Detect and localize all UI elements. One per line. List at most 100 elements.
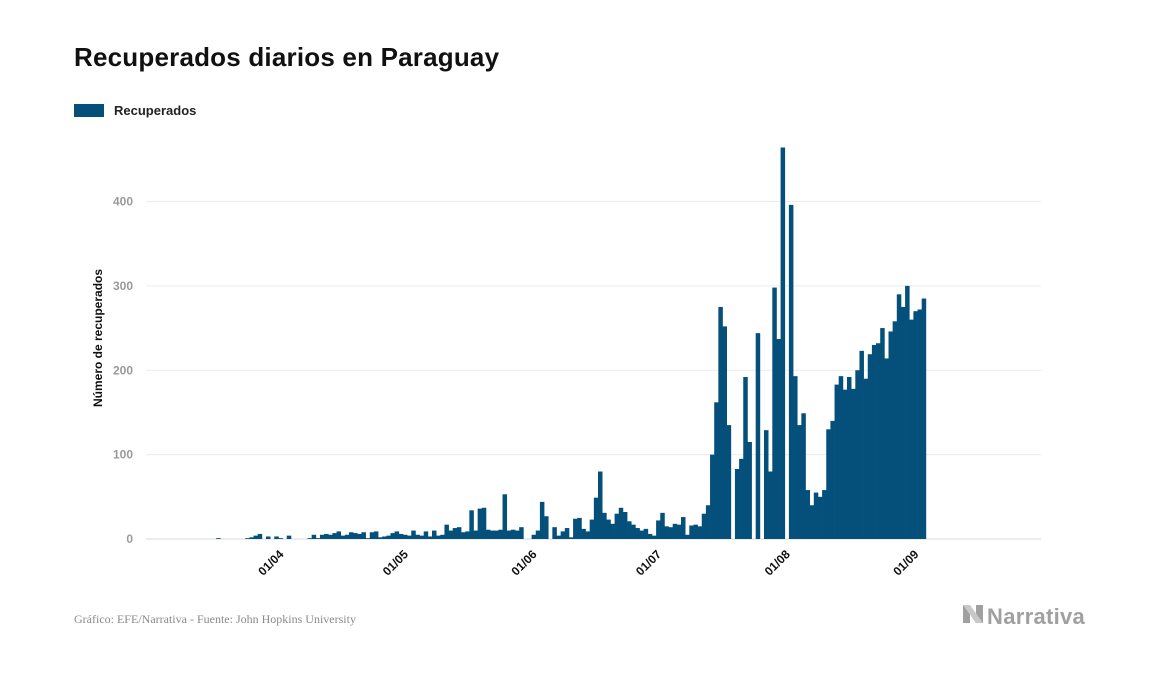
bar bbox=[353, 533, 358, 539]
bar bbox=[315, 538, 321, 539]
bar bbox=[672, 523, 678, 539]
bar bbox=[834, 384, 840, 539]
bar bbox=[485, 529, 491, 539]
bar bbox=[274, 536, 279, 539]
y-tick-label: 200 bbox=[113, 363, 133, 377]
bar bbox=[581, 528, 586, 539]
bar bbox=[689, 525, 694, 539]
bar bbox=[647, 533, 653, 539]
bar bbox=[373, 531, 379, 539]
bar bbox=[606, 519, 611, 539]
bar bbox=[809, 505, 815, 539]
bar bbox=[859, 350, 864, 539]
bar bbox=[900, 306, 906, 539]
bar bbox=[826, 429, 831, 539]
y-tick-label: 400 bbox=[113, 195, 133, 209]
bar bbox=[324, 533, 329, 539]
bar bbox=[253, 535, 259, 539]
bar bbox=[871, 344, 877, 539]
bar bbox=[867, 354, 873, 539]
bar bbox=[797, 425, 802, 539]
bar bbox=[618, 507, 624, 539]
bar bbox=[896, 294, 902, 539]
bar bbox=[423, 531, 429, 539]
bar bbox=[448, 530, 454, 539]
bar bbox=[851, 388, 856, 539]
bar bbox=[378, 537, 383, 539]
bar bbox=[772, 287, 777, 539]
bar bbox=[610, 523, 615, 539]
bar bbox=[701, 513, 707, 539]
bar bbox=[556, 535, 561, 539]
bar bbox=[631, 524, 636, 539]
bar bbox=[328, 534, 333, 539]
bar bbox=[502, 494, 508, 539]
bar bbox=[216, 538, 221, 539]
bar bbox=[481, 507, 487, 539]
bar bbox=[718, 306, 723, 539]
bar bbox=[469, 510, 474, 539]
x-tick-label: 01/08 bbox=[762, 547, 793, 578]
narrativa-logo-icon bbox=[962, 604, 984, 630]
brand-name: Narrativa bbox=[987, 604, 1086, 629]
chart-title: Recuperados diarios en Paraguay bbox=[74, 42, 500, 72]
bar bbox=[627, 521, 632, 539]
bar bbox=[369, 532, 375, 539]
bar bbox=[905, 285, 910, 539]
bar bbox=[710, 454, 715, 539]
bar bbox=[909, 319, 914, 539]
source-note: Gráfico: EFE/Narrativa - Fuente: John Ho… bbox=[74, 612, 356, 626]
bar bbox=[307, 538, 312, 539]
bar bbox=[664, 526, 669, 539]
bar bbox=[880, 328, 885, 539]
bar bbox=[602, 512, 607, 539]
bar bbox=[643, 528, 649, 539]
bar bbox=[801, 413, 806, 539]
bar bbox=[544, 516, 549, 539]
bar bbox=[676, 524, 682, 539]
bar bbox=[668, 527, 674, 539]
y-tick-label: 0 bbox=[126, 532, 133, 546]
bar bbox=[361, 532, 366, 539]
bar bbox=[747, 441, 752, 539]
bar bbox=[336, 531, 342, 539]
bar bbox=[768, 471, 773, 539]
bar bbox=[531, 534, 537, 539]
bar bbox=[635, 528, 640, 539]
bar bbox=[494, 530, 499, 539]
legend-swatch bbox=[74, 104, 104, 117]
bar bbox=[693, 524, 698, 539]
bar bbox=[440, 534, 445, 539]
bar bbox=[444, 524, 449, 539]
bar bbox=[568, 537, 574, 539]
bar bbox=[398, 533, 404, 539]
bar bbox=[838, 376, 844, 539]
bar bbox=[390, 533, 395, 539]
bar bbox=[357, 533, 362, 539]
bar bbox=[656, 520, 661, 539]
bar bbox=[535, 530, 541, 539]
bar bbox=[465, 531, 470, 539]
bar bbox=[311, 534, 317, 539]
bar bbox=[755, 333, 761, 539]
bar bbox=[697, 526, 703, 539]
bar bbox=[714, 402, 719, 539]
bar bbox=[780, 147, 786, 539]
bar bbox=[564, 528, 570, 539]
bar bbox=[452, 528, 458, 539]
bar bbox=[651, 535, 657, 539]
bar bbox=[884, 358, 889, 539]
x-tick-label: 01/06 bbox=[509, 547, 540, 578]
bar bbox=[415, 534, 420, 539]
bar bbox=[892, 321, 898, 539]
bar bbox=[739, 458, 744, 539]
bar bbox=[340, 535, 346, 539]
x-tick-label: 01/07 bbox=[633, 547, 664, 578]
bar bbox=[419, 535, 425, 539]
bar bbox=[876, 343, 881, 539]
bar bbox=[573, 518, 578, 539]
bar bbox=[365, 538, 371, 539]
bar bbox=[743, 377, 748, 539]
bar bbox=[913, 311, 918, 539]
